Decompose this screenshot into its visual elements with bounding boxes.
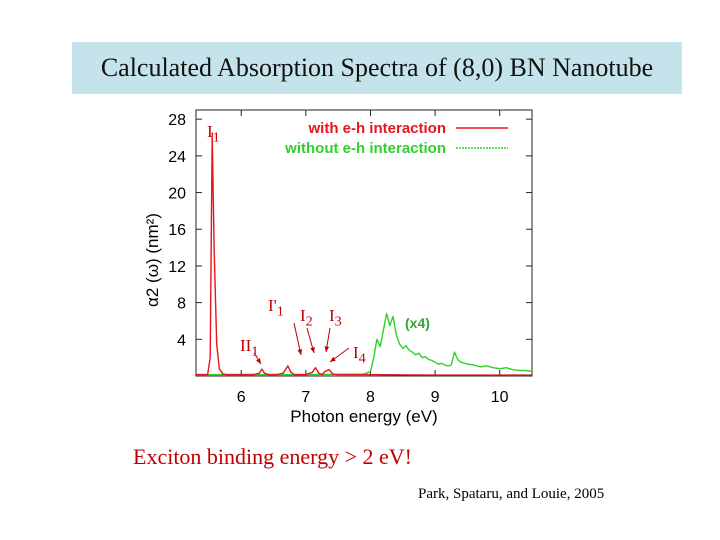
y-tick-label: 12	[168, 259, 186, 276]
y-tick-label: 16	[168, 222, 186, 239]
series-group	[196, 132, 533, 376]
absorption-chart: 4 8 12 16 20 24 28 6 7 8 9 10 with e-h interaction…	[143, 109, 533, 426]
annotation-text-1: I'1	[268, 296, 284, 320]
annotation-group: I1 I'1 II1 I2 I3 I4 (x4)	[207, 122, 430, 367]
annotation-4: I3	[329, 306, 342, 330]
legend-label-0: with e-h interaction	[307, 120, 446, 137]
y-axis: 4 8 12 16 20 24 28	[168, 112, 532, 349]
y-tick-label: 24	[168, 149, 186, 166]
annotation-text-2: II1	[240, 336, 259, 360]
x-axis-label: Photon energy (eV)	[290, 407, 437, 426]
page-title: Calculated Absorption Spectra of (8,0) B…	[100, 53, 654, 82]
annotation-text-4: I3	[329, 306, 342, 330]
series-line-0	[196, 132, 532, 376]
caption: Exciton binding energy > 2 eV!	[133, 444, 412, 469]
y-tick-label: 4	[177, 332, 186, 349]
credit: Park, Spataru, and Louie, 2005	[418, 486, 605, 502]
annotation-3: I2	[300, 306, 313, 330]
annotation-arrowhead-2	[256, 358, 261, 364]
x-tick-label: 9	[431, 389, 440, 406]
annotation-arrowhead-1	[297, 349, 303, 355]
annotation-text-3: I2	[300, 306, 313, 330]
x-tick-label: 6	[237, 389, 246, 406]
plot-area	[195, 109, 533, 377]
legend-label-1: without e-h interaction	[284, 140, 446, 157]
annotation-6: (x4)	[405, 315, 430, 331]
annotation-text-5: I4	[353, 343, 366, 367]
x-tick-label: 10	[491, 389, 509, 406]
x-tick-label: 7	[301, 389, 310, 406]
annotation-arrowhead-3	[310, 347, 315, 353]
annotation-text-0: I1	[207, 122, 220, 146]
annotation-0: I1	[207, 122, 220, 146]
plot-frame	[195, 109, 533, 377]
y-tick-label: 8	[177, 296, 186, 313]
annotation-1: I'1	[268, 296, 284, 320]
y-axis-label: α2 (ω) (nm²)	[143, 213, 162, 307]
annotation-5: I4	[353, 343, 366, 367]
legend: with e-h interaction without e-h interact…	[284, 120, 508, 157]
x-tick-label: 8	[366, 389, 375, 406]
y-tick-label: 20	[168, 186, 186, 203]
series-line-1	[196, 312, 533, 376]
x-axis: 6 7 8 9 10	[237, 110, 509, 406]
annotation-arrowhead-5	[330, 356, 336, 362]
y-tick-label: 28	[168, 112, 186, 129]
title-box: Calculated Absorption Spectra of (8,0) B…	[72, 42, 682, 94]
annotation-arrowhead-4	[324, 346, 330, 352]
annotation-2: II1	[240, 336, 259, 360]
annotation-text-6: (x4)	[405, 315, 430, 331]
